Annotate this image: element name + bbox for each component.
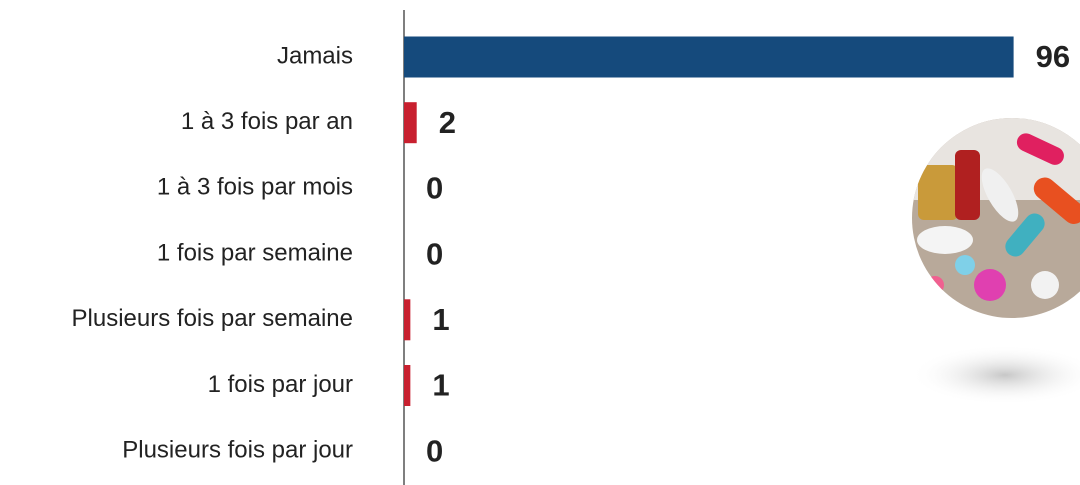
- category-label: Jamais: [277, 42, 353, 69]
- data-label: 0: [426, 171, 443, 206]
- data-label: 2: [439, 105, 456, 140]
- category-label: 1 fois par jour: [208, 371, 353, 398]
- data-label: 0: [426, 236, 443, 271]
- category-label: Plusieurs fois par semaine: [72, 305, 353, 332]
- category-label: Plusieurs fois par jour: [122, 437, 353, 464]
- data-label: 1: [432, 302, 449, 337]
- bar: [404, 102, 417, 144]
- pills-image: [910, 118, 1080, 405]
- category-label: 1 fois par semaine: [157, 239, 353, 266]
- category-label: 1 à 3 fois par an: [181, 108, 353, 135]
- bar: [404, 36, 1014, 78]
- bar: [404, 299, 411, 341]
- data-label: 0: [426, 433, 443, 468]
- category-label: 1 à 3 fois par mois: [157, 174, 353, 201]
- bar: [404, 365, 411, 406]
- data-label: 1: [432, 368, 449, 403]
- data-label: 96: [1036, 39, 1070, 74]
